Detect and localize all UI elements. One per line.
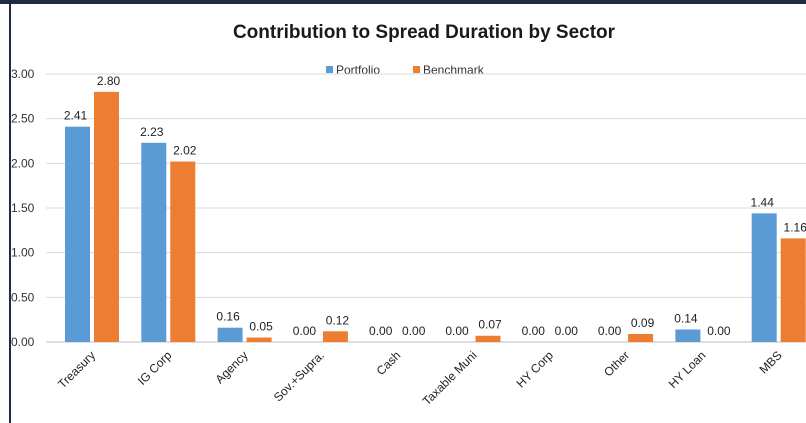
bar-portfolio <box>141 142 167 342</box>
data-label: 2.02 <box>173 144 197 158</box>
bar-benchmark <box>246 337 272 342</box>
data-label: 0.09 <box>631 316 655 330</box>
data-label: 0.00 <box>555 324 579 338</box>
data-label: 1.44 <box>751 195 775 209</box>
data-label: 0.00 <box>707 324 731 338</box>
data-label: 2.41 <box>64 109 88 123</box>
chart-title: Contribution to Spread Duration by Secto… <box>233 22 616 43</box>
x-category-label: HY Corp <box>514 348 557 391</box>
legend-swatch <box>326 66 333 73</box>
y-tick-label: 2.00 <box>11 156 35 170</box>
x-category-label: Sov.+Supra. <box>271 348 327 404</box>
bar-portfolio <box>65 126 90 342</box>
bar-portfolio <box>675 329 701 342</box>
data-label: 0.00 <box>293 324 317 338</box>
data-label: 0.00 <box>445 324 469 338</box>
legend: Portfolio Benchmark <box>326 63 485 77</box>
x-category-label: HY Loan <box>666 348 709 391</box>
data-label: 2.23 <box>140 125 164 139</box>
bar-benchmark <box>170 161 196 342</box>
data-label: 0.12 <box>326 313 350 327</box>
bar-benchmark <box>322 331 348 342</box>
y-tick-label: 3.00 <box>11 67 35 81</box>
x-category-label: Other <box>601 348 632 379</box>
x-category-label: Treasury <box>55 348 98 391</box>
legend-swatch <box>413 66 420 73</box>
data-label: 1.16 <box>784 220 806 234</box>
y-tick-label: 0.00 <box>11 335 35 349</box>
bar-portfolio <box>751 213 777 342</box>
y-tick-label: 1.00 <box>11 246 35 260</box>
data-label: 0.00 <box>402 324 426 338</box>
x-category-label: Cash <box>374 348 404 378</box>
legend-label: Benchmark <box>423 63 485 77</box>
bars <box>65 91 806 342</box>
data-label: 0.00 <box>369 324 393 338</box>
data-label: 0.07 <box>478 318 502 332</box>
y-tick-label: 1.50 <box>11 201 35 215</box>
bar-benchmark <box>628 333 654 342</box>
bar-portfolio <box>217 327 243 342</box>
top-border <box>0 0 806 4</box>
y-tick-label: 0.50 <box>11 290 35 304</box>
bar-benchmark <box>475 335 501 342</box>
y-axis: 0.00 0.50 1.00 1.50 2.00 2.50 3.00 <box>11 67 35 349</box>
x-category-label: IG Corp <box>135 348 175 388</box>
data-label: 2.80 <box>97 74 121 88</box>
data-label: 0.16 <box>216 310 240 324</box>
gridlines <box>46 73 806 343</box>
left-border <box>9 0 11 423</box>
y-tick-label: 2.50 <box>11 112 35 126</box>
data-label: 0.14 <box>674 311 698 325</box>
legend-label: Portfolio <box>336 63 380 77</box>
data-labels: 2.41 2.80 2.23 2.02 0.16 0.05 0.00 0.12 0.00 0.00… <box>64 74 806 338</box>
data-label: 0.00 <box>522 324 546 338</box>
bar-benchmark <box>94 91 119 342</box>
x-category-label: MBS <box>757 348 785 376</box>
data-label: 0.05 <box>249 320 273 334</box>
x-category-label: Agency <box>213 348 251 386</box>
bar-benchmark <box>780 238 806 342</box>
data-label: 0.00 <box>598 324 622 338</box>
x-category-label: Taxable Muni <box>420 348 480 408</box>
x-axis: Treasury IG Corp Agency Sov.+Supra. Cash Taxa… <box>55 348 785 408</box>
